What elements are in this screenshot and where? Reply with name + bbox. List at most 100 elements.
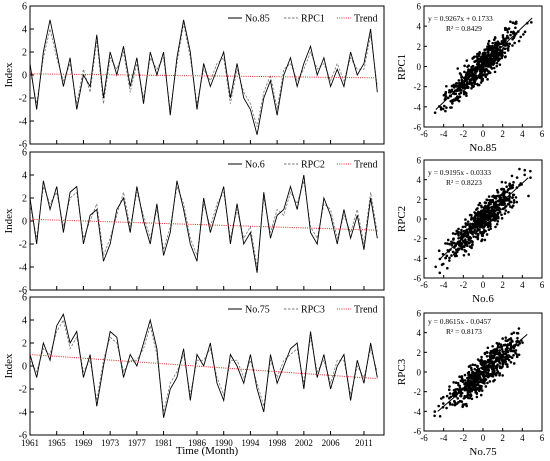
scatter-point (469, 374, 473, 378)
scatter-point (479, 393, 483, 397)
scatter-point (515, 200, 519, 204)
scatter-point (488, 213, 492, 217)
scatter-point (466, 80, 469, 84)
ytick-label: 4 (417, 22, 422, 32)
xtick-label: 1990 (215, 438, 234, 448)
scatter-point (529, 169, 532, 173)
ytick-label: -6 (414, 427, 422, 437)
scatter-point (486, 63, 489, 67)
scatter-point (501, 350, 504, 353)
scatter-point (485, 355, 489, 358)
scatter-point (508, 182, 512, 185)
scatter-point (450, 89, 453, 93)
scatter-point (494, 366, 498, 370)
scatter-point (453, 399, 456, 403)
scatter-point (516, 336, 519, 340)
ytick-label: 0 (417, 62, 422, 72)
ytick-label: 0 (22, 362, 27, 373)
xtick-label: 1969 (74, 438, 93, 448)
scatter-point (454, 84, 458, 88)
scatter-point (496, 59, 500, 62)
scatter-point (465, 94, 468, 98)
scatter-point (487, 215, 491, 219)
scatter-point (437, 404, 440, 408)
scatter-point (503, 55, 507, 59)
scatter-point (470, 397, 474, 401)
scatter-point (470, 81, 473, 85)
scatter-point (457, 79, 461, 82)
scatter-point (461, 245, 464, 249)
scatter-point (505, 345, 509, 348)
scatter-point (511, 44, 514, 47)
ytick-label: -6 (19, 140, 27, 151)
scatter-point (513, 41, 516, 45)
scatter-point (496, 191, 500, 194)
legend-label: RPC2 (301, 160, 325, 171)
scatter-point (450, 243, 454, 247)
scatter-point (457, 84, 460, 87)
ytick-label: -2 (414, 234, 422, 244)
scatter-panel-1: -6-6 -4 -4 -2 -2 0 0 2 2 4 4 6 6 (414, 2, 545, 140)
scatter-point (504, 360, 508, 363)
scatter-point (523, 173, 526, 177)
ytick-label: -4 (19, 263, 27, 274)
scatter-point (511, 37, 514, 41)
scatter-point (445, 84, 448, 88)
scatter-point (457, 383, 460, 387)
series-line-no-85 (30, 19, 378, 135)
scatter-point (469, 70, 473, 74)
scatter-point (484, 48, 487, 51)
scatter-point (467, 68, 470, 71)
scatter-point (468, 73, 471, 76)
ts2-ylabel: Index (3, 208, 15, 234)
scatter-point (461, 232, 465, 236)
ts3-ylabel: Index (3, 353, 15, 379)
sc2-xlabel: No.6 (472, 293, 494, 305)
legend-label: RPC3 (301, 305, 325, 316)
scatter-point (480, 238, 484, 241)
scatter-point (444, 242, 447, 245)
scatter-point (468, 227, 471, 230)
scatter-point (472, 224, 476, 227)
scatter-point (472, 235, 476, 238)
scatter-point (485, 233, 489, 236)
scatter-point (500, 347, 504, 351)
scatter-point (490, 213, 494, 216)
scatter-point (465, 85, 469, 89)
scatter-point (495, 188, 499, 192)
legend-label: Trend (354, 160, 378, 171)
scatter-point (497, 208, 501, 212)
scatter-point (458, 386, 462, 390)
scatter-point (479, 81, 483, 84)
scatter-point (506, 30, 510, 34)
scatter-point (454, 381, 458, 385)
scatter-point (472, 384, 475, 388)
scatter-point (488, 206, 491, 209)
scatter-point (515, 355, 519, 359)
fit-line (438, 177, 529, 261)
scatter-point (492, 371, 496, 375)
scatter-point (477, 380, 481, 384)
scatter-point (480, 366, 483, 370)
scatter-point (518, 167, 521, 171)
scatter-point (478, 388, 482, 391)
scatter-point (502, 206, 506, 210)
series-line-rpc1 (30, 23, 378, 127)
scatter-point (493, 36, 497, 40)
scatter-point (484, 75, 488, 79)
ytick-label: 2 (417, 195, 422, 205)
series-line-trend (30, 218, 378, 231)
scatter-point (523, 168, 527, 172)
scatter-point (478, 57, 481, 61)
scatter-point (454, 248, 458, 252)
scatter-point (480, 355, 483, 359)
scatter-point (442, 402, 445, 405)
scatter-point (507, 210, 510, 214)
scatter-point (503, 343, 507, 347)
xtick-label: -4 (440, 280, 448, 290)
scatter-point (486, 50, 490, 54)
scatter-point (463, 241, 467, 245)
scatter-point (467, 365, 471, 368)
scatter-point (485, 68, 488, 71)
